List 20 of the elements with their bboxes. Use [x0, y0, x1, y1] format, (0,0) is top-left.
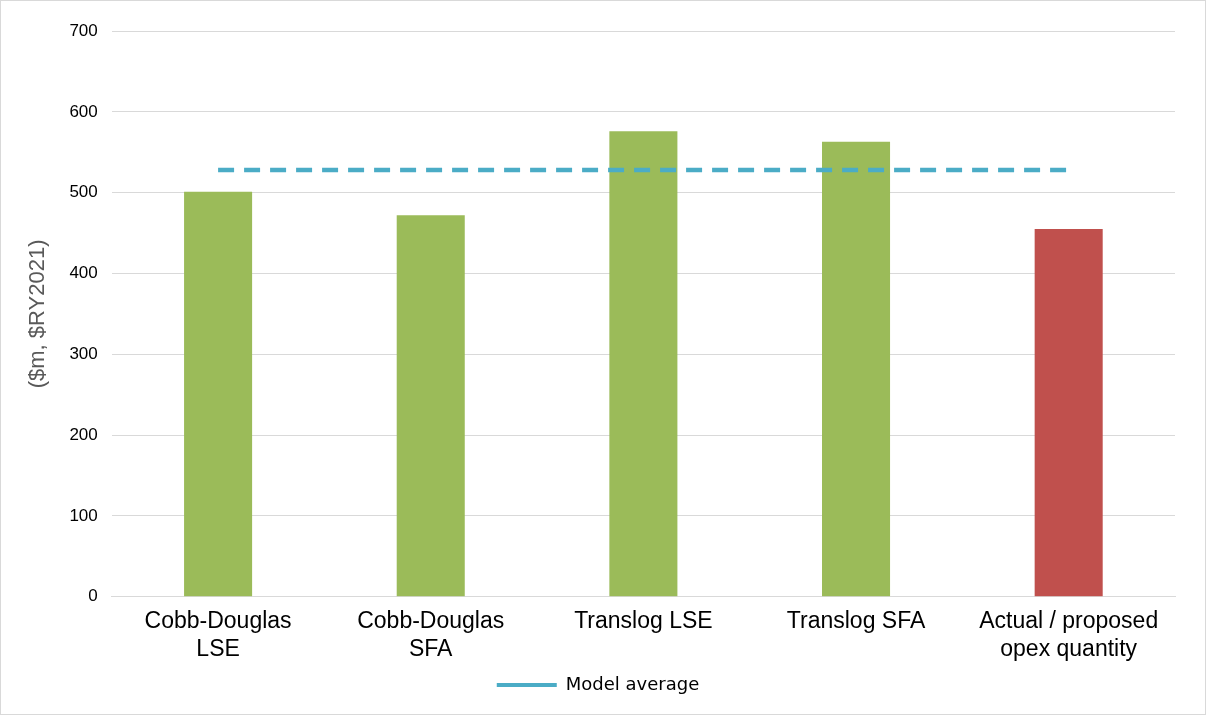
x-tick-label: Actual / proposed opex quantity — [979, 606, 1159, 661]
y-tick-label: 200 — [69, 424, 98, 444]
y-tick-label: 300 — [69, 344, 98, 363]
bar — [822, 141, 891, 597]
y-tick-label: 100 — [69, 505, 98, 525]
bar — [396, 215, 465, 597]
x-tick-label: Cobb-Douglas LSE — [144, 606, 292, 661]
y-tick-label: 500 — [69, 182, 98, 202]
bar — [184, 191, 253, 597]
x-tick-label: Cobb-Douglas SFA — [357, 606, 505, 661]
legend-label: Model average — [565, 672, 700, 694]
x-tick-label: Translog SFA — [786, 606, 926, 633]
y-tick-label: 600 — [69, 101, 98, 121]
y-tick-label: 400 — [69, 263, 98, 283]
x-tick-label: Translog LSE — [574, 606, 713, 633]
y-tick-label: 0 — [88, 586, 98, 606]
y-tick-label: 700 — [69, 20, 98, 40]
bar — [609, 131, 678, 597]
bar — [1034, 229, 1103, 597]
y-axis-title: ($m, $RY2021) — [24, 239, 50, 389]
